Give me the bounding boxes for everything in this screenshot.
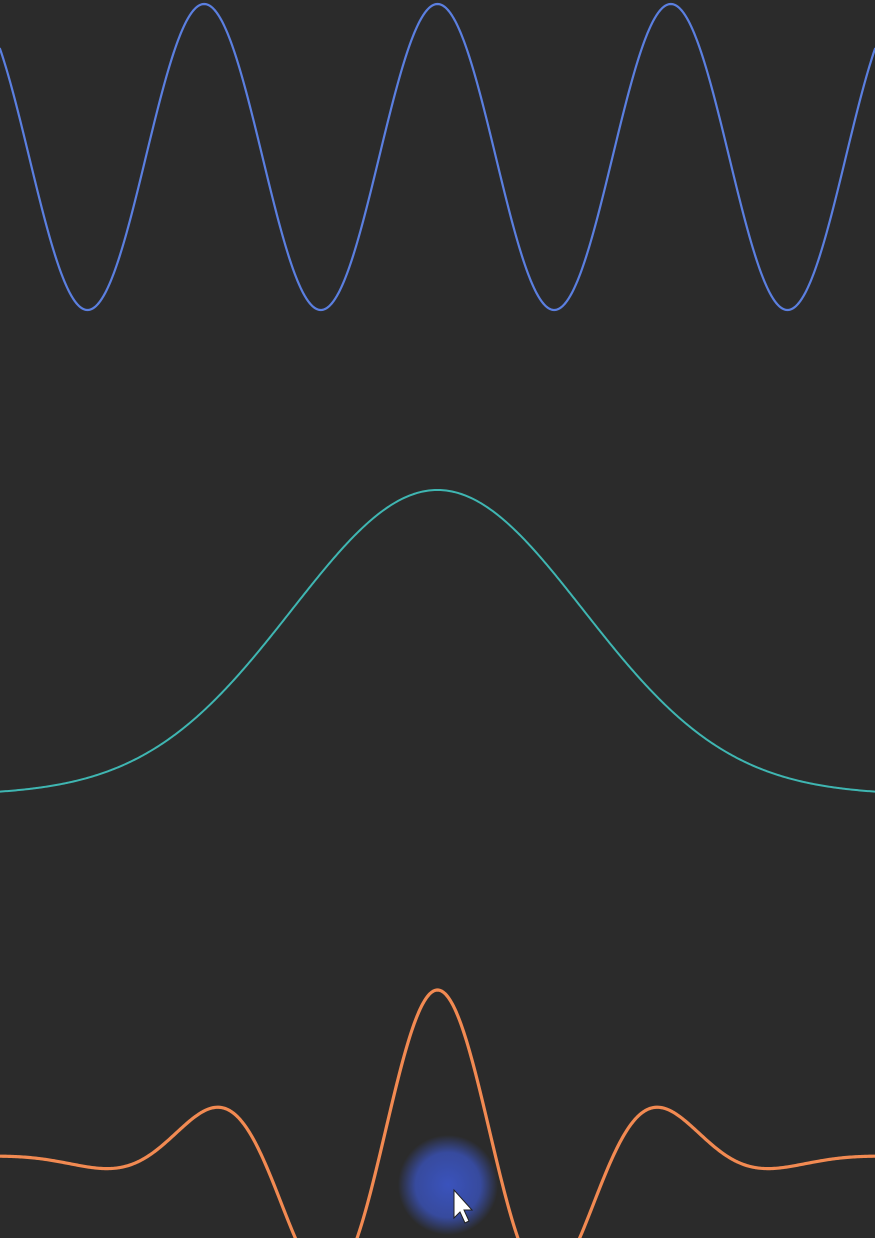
cursor-highlight	[398, 1135, 498, 1235]
wave-packet-line	[0, 988, 875, 1238]
mouse-pointer-icon	[453, 1188, 474, 1224]
cosine-wave-line	[0, 2, 875, 312]
cursor-layer	[398, 1135, 498, 1235]
gaussian-envelope-line	[0, 489, 875, 793]
